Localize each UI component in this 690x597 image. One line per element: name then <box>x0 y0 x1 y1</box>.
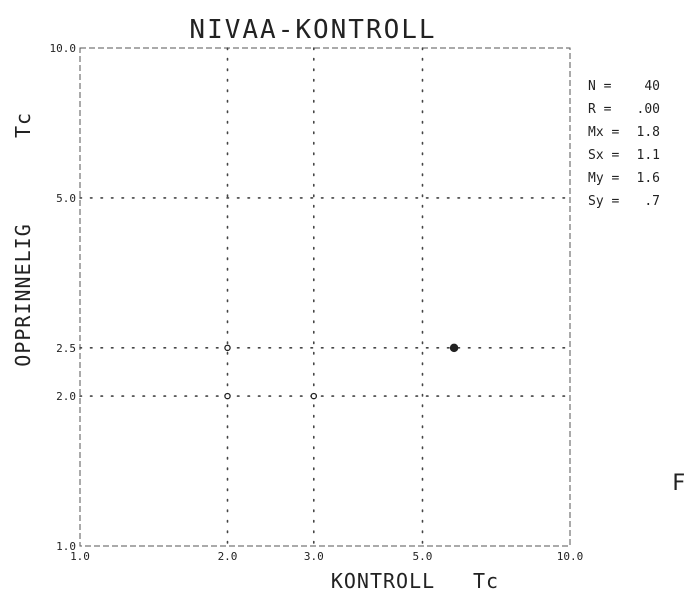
chart-title: NIVAA-KONTROLL <box>189 15 436 45</box>
stat-label: Mx = <box>588 125 619 140</box>
y-tick-label: 5.0 <box>56 192 76 205</box>
y-axis-unit: Tc <box>11 112 35 138</box>
y-axis-label: OPPRINNELIG <box>11 223 35 366</box>
x-tick-label: 1.0 <box>70 550 90 563</box>
data-point <box>224 392 231 400</box>
stat-label: Sx = <box>588 148 619 163</box>
stat-label: N = <box>588 79 612 94</box>
stat-label: R = <box>588 102 612 117</box>
plot-frame <box>79 47 571 547</box>
point-layer <box>224 343 459 400</box>
stat-value: 1.1 <box>637 148 660 163</box>
stat-value: 1.8 <box>637 125 660 140</box>
stats-panel: N = 40 R = .00 Mx = 1.8 Sx = 1.1 My = 1.6 Sy = .7 <box>588 79 660 209</box>
data-point <box>224 344 231 352</box>
x-tick-label: 10.0 <box>557 550 584 563</box>
x-axis-label: KONTROLL <box>331 569 435 593</box>
stat-value: 1.6 <box>637 171 660 186</box>
y-tick-label: 2.5 <box>56 342 76 355</box>
stat-label: My = <box>588 171 619 186</box>
data-point <box>449 343 459 353</box>
stat-label: Sy = <box>588 194 619 209</box>
stat-value: 40 <box>644 79 660 94</box>
data-point <box>310 392 318 400</box>
y-tick-layer: 1.0 2.0 2.5 5.0 10.0 <box>50 42 77 553</box>
x-tick-label: 3.0 <box>304 550 324 563</box>
stray-character: F <box>672 471 685 496</box>
grid-layer <box>79 47 571 547</box>
y-tick-label: 1.0 <box>56 540 76 553</box>
x-tick-layer: 1.0 2.0 3.0 5.0 10.0 <box>70 550 583 563</box>
x-tick-label: 2.0 <box>218 550 238 563</box>
x-tick-label: 5.0 <box>413 550 433 563</box>
x-axis-unit: Tc <box>473 569 499 593</box>
stat-value: .7 <box>644 194 660 209</box>
stat-value: .00 <box>637 102 660 117</box>
y-tick-label: 2.0 <box>56 390 76 403</box>
y-tick-label: 10.0 <box>50 42 77 55</box>
